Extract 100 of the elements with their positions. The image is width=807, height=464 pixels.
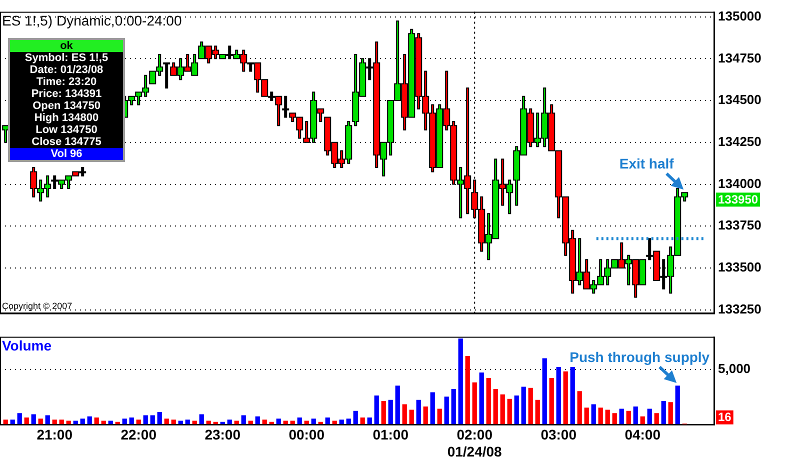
bar [640,416,645,424]
bar [395,386,400,424]
bar [409,410,414,424]
annotation: Close 134775 [30,136,102,148]
bar [38,418,43,424]
x-tick-label: 00:00 [288,426,325,443]
bar [591,404,596,424]
bar [164,418,169,424]
bar [402,404,407,424]
bar [584,408,589,424]
bar [444,396,449,424]
bar [241,415,246,424]
bar [31,414,36,424]
bar [647,408,652,424]
bar [87,416,92,424]
bar [437,408,442,424]
bar [94,417,99,424]
annotation: Copyright © 2007 [2,301,72,312]
text: 16 [718,410,732,424]
x-tick-label: 22:00 [120,426,157,443]
annotation: Symbol: ES 1!,5 [24,52,110,64]
y-tick-label: 134750 [718,50,762,66]
bar [423,406,428,424]
bar [598,408,603,424]
bar [535,400,540,424]
bar [388,400,393,424]
annotation: Time: 23:20 [35,76,98,88]
bar [416,400,421,424]
annotation: Push through supply [570,348,710,365]
bar [171,420,176,424]
bar [17,413,22,424]
bar [10,420,15,424]
bar [549,378,554,424]
bar [521,386,526,424]
bar [24,417,29,424]
bar [479,372,484,424]
y-tick-label: 135000 [718,8,762,24]
bar [500,394,505,424]
bar [367,417,372,424]
bar [360,417,365,424]
x-tick-label: 23:00 [204,426,241,443]
bar [563,371,568,424]
x-tick-label: 04:00 [624,426,661,443]
bar [430,392,435,424]
bar [528,388,533,424]
x-tick-label: 03:00 [540,426,577,443]
bar [465,356,470,424]
bar [451,388,456,424]
y-tick-label: 134250 [718,134,762,149]
candlestick [282,96,290,118]
annotation: Exit half [619,156,674,172]
bar [157,412,162,424]
annotation: High 134800 [33,112,100,124]
chart-title: Volume [2,338,52,354]
bar [507,398,512,424]
bar [458,338,463,424]
bar [570,366,575,424]
y-tick-label: 133250 [718,301,762,316]
text: 133950 [718,192,758,206]
chart-title: ES 1!,5) Dynamic,0:00-24:00 [2,12,182,29]
annotation: Date: 01/23/08 [28,64,104,76]
bar [654,413,659,424]
bar [668,402,673,424]
bar [262,420,267,424]
bar [136,420,141,424]
bar [577,391,582,424]
bar [129,417,134,424]
bar [556,366,561,424]
bar [59,420,64,424]
bar [675,386,680,424]
bar [626,410,631,424]
bar [297,417,302,424]
bar [612,413,617,424]
bar [514,396,519,424]
bar [339,420,344,424]
y-tick-label: 133750 [718,218,762,233]
bar [276,418,281,424]
bar [374,396,379,424]
bar [542,358,547,424]
bar [325,417,330,424]
bar [633,406,638,424]
annotation: Vol 96 [10,148,123,160]
bar [150,415,155,424]
y-tick-label: 133500 [718,260,762,275]
bar [185,420,190,424]
bar [381,401,386,424]
x-tick-label: 01:00 [372,426,409,443]
y-tick-label: 134500 [718,92,762,108]
y-tick-label: 5,000 [718,361,751,376]
bar [122,418,127,424]
x-tick-label: 21:00 [36,426,73,443]
bar [45,415,50,424]
candlestick [163,62,170,88]
bar [227,420,232,424]
annotation: Open 134750 [32,100,102,112]
annotation: Price: 134391 [30,88,103,100]
bar [472,382,477,424]
bar [605,410,610,424]
bar [486,378,491,424]
bar [619,408,624,424]
